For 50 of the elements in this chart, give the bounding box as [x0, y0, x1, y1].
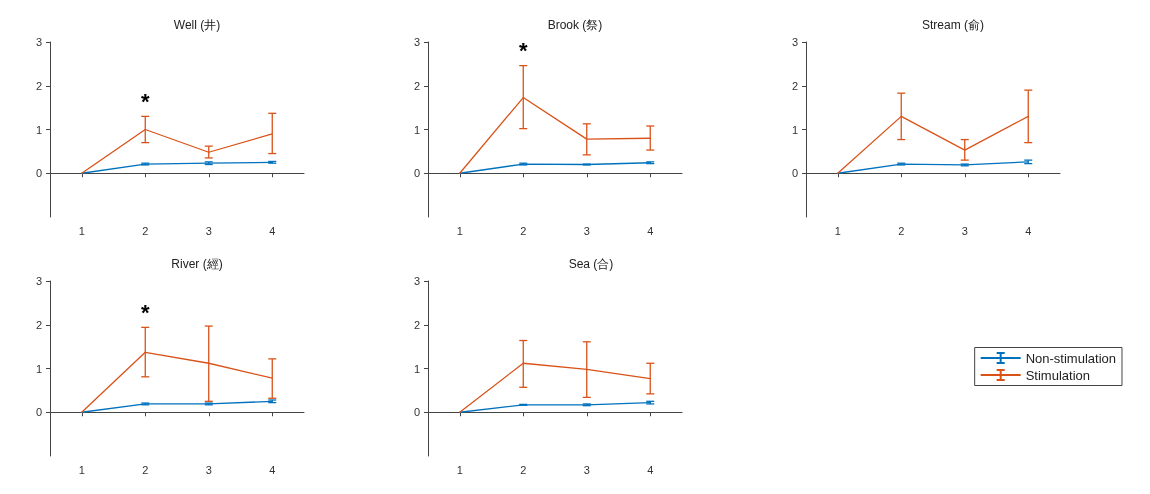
annotation: * — [140, 299, 150, 325]
x-tick-label: 2 — [520, 463, 527, 476]
y-tick-label: 0 — [413, 406, 420, 419]
x-tick-label: 2 — [520, 224, 527, 237]
x-tick-label: 1 — [456, 224, 463, 237]
y-tick-label: 2 — [35, 318, 42, 331]
x-tick-label: 4 — [1025, 224, 1032, 237]
x-tick-label: 1 — [78, 463, 85, 476]
y-tick-label: 0 — [35, 406, 42, 419]
y-tick-label: 3 — [35, 36, 42, 48]
x-tick-label: 3 — [583, 463, 590, 476]
y-tick-label: 2 — [791, 79, 798, 92]
y-tick-label: 1 — [413, 362, 420, 375]
y-tick-label: 1 — [791, 123, 798, 136]
y-tick-label: 1 — [35, 123, 42, 136]
annotation: * — [140, 88, 150, 114]
y-tick-label: 2 — [413, 318, 420, 331]
chart-title: Well (井) — [173, 18, 221, 32]
chart-title: Stream (俞) — [922, 18, 985, 32]
y-tick-label: 3 — [413, 275, 420, 287]
x-tick-label: 4 — [269, 463, 276, 476]
y-tick-label: 0 — [791, 167, 798, 180]
y-tick-label: 2 — [35, 79, 42, 92]
x-tick-label: 3 — [205, 463, 212, 476]
x-tick-label: 3 — [205, 224, 212, 237]
y-tick-label: 0 — [413, 167, 420, 180]
chart-title: River (經) — [171, 257, 223, 271]
x-tick-label: 3 — [961, 224, 968, 237]
x-tick-label: 1 — [834, 224, 841, 237]
y-tick-label: 3 — [791, 36, 798, 48]
x-tick-label: 2 — [142, 463, 149, 476]
legend-label: Non-stimulation — [1025, 350, 1117, 366]
x-tick-label: 4 — [647, 224, 654, 237]
chart-title: Sea (合) — [568, 257, 614, 271]
legend-label: Stimulation — [1025, 367, 1090, 383]
y-tick-label: 0 — [35, 167, 42, 180]
y-tick-label: 1 — [35, 362, 42, 375]
x-tick-label: 1 — [456, 463, 463, 476]
x-tick-label: 2 — [142, 224, 149, 237]
x-tick-label: 3 — [583, 224, 590, 237]
x-tick-label: 1 — [78, 224, 85, 237]
y-tick-label: 3 — [35, 275, 42, 287]
y-tick-label: 1 — [413, 123, 420, 136]
annotation: * — [518, 38, 528, 64]
chart-title: Brook (祭) — [547, 18, 603, 32]
y-tick-label: 3 — [413, 36, 420, 48]
x-tick-label: 2 — [898, 224, 905, 237]
y-tick-label: 2 — [413, 79, 420, 92]
x-tick-label: 4 — [269, 224, 276, 237]
x-tick-label: 4 — [647, 463, 654, 476]
